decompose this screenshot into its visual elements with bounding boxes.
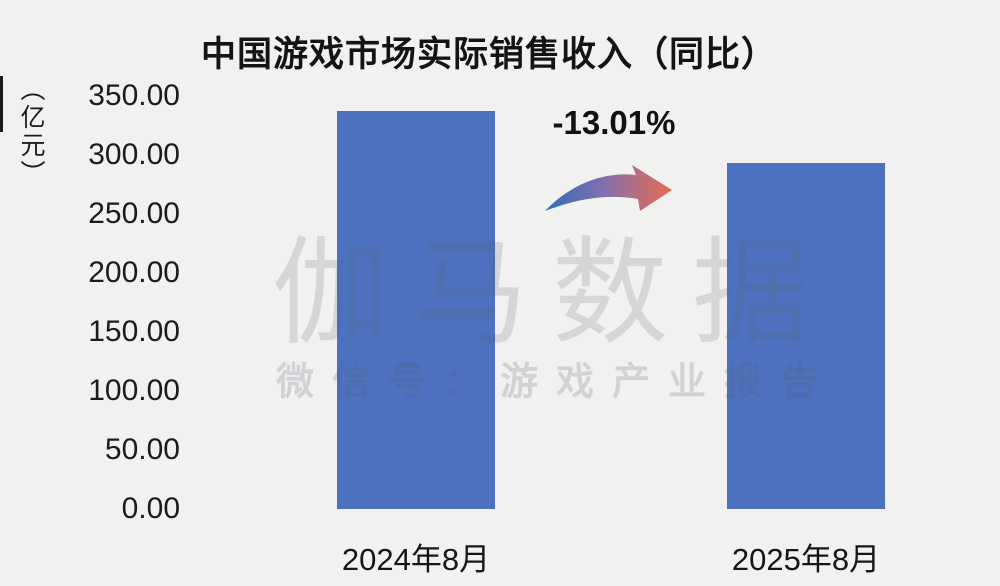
y-axis-unit-label: （亿元） — [17, 76, 45, 188]
chart-title: 中国游戏市场实际销售收入（同比） — [200, 35, 777, 74]
x-tick-label: 2024年8月 — [341, 542, 491, 577]
x-tick-label: 2025年8月 — [731, 542, 881, 577]
y-tick-label: 0.00 — [121, 492, 180, 525]
yoy-change-label: -13.01% — [552, 104, 676, 141]
y-tick-label: 300.00 — [88, 138, 180, 171]
bar-2025年8月 — [727, 162, 885, 509]
watermark-wechat-line: 微信号：游戏产业报告 — [275, 361, 837, 404]
y-tick-label: 50.00 — [104, 433, 180, 466]
left-edge-artifact — [0, 76, 3, 132]
y-tick-label: 150.00 — [88, 315, 180, 348]
bar-2024年8月 — [337, 110, 495, 509]
decline-arrow-icon — [538, 159, 678, 217]
y-tick-label: 350.00 — [88, 79, 180, 112]
y-tick-label: 100.00 — [88, 374, 180, 407]
y-tick-label: 200.00 — [88, 256, 180, 289]
y-tick-label: 250.00 — [88, 197, 180, 230]
watermark-brand: 伽马数据 — [272, 228, 832, 358]
